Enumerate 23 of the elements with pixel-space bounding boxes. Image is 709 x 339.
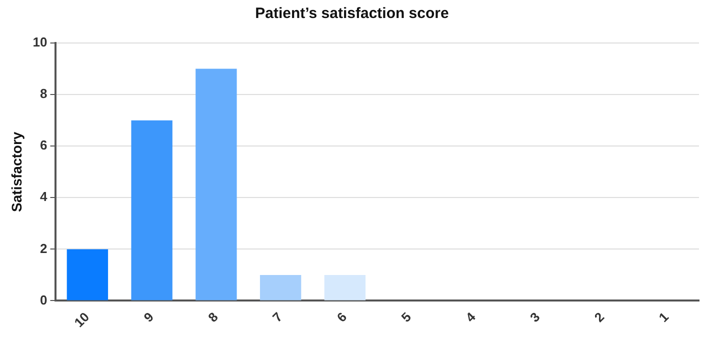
x-tick-label: 9	[140, 309, 156, 326]
y-tick-label: 0	[40, 292, 48, 308]
bar	[196, 68, 237, 300]
x-tick-label: 8	[205, 309, 221, 326]
bar	[324, 274, 366, 300]
y-tick-label: 4	[40, 189, 48, 204]
y-tick-label: 10	[32, 34, 48, 50]
x-tick-label: 4	[462, 308, 479, 326]
x-tick-label: 6	[334, 309, 350, 326]
y-axis-title: Satisfactory	[8, 132, 24, 212]
y-tick-label: 8	[40, 86, 48, 102]
y-tick-label: 2	[40, 240, 48, 256]
bar	[260, 274, 302, 300]
x-tick-label: 2	[591, 309, 608, 326]
x-tick-label: 10	[71, 309, 92, 330]
bar	[66, 249, 108, 300]
chart-title: Patient’s satisfaction score	[255, 5, 449, 22]
x-tick-label: 7	[270, 309, 286, 326]
y-tick-label: 6	[40, 138, 48, 153]
bar	[131, 120, 172, 300]
x-tick-label: 1	[656, 309, 672, 326]
x-tick-label: 3	[526, 309, 543, 326]
x-tick-label: 5	[398, 309, 414, 326]
